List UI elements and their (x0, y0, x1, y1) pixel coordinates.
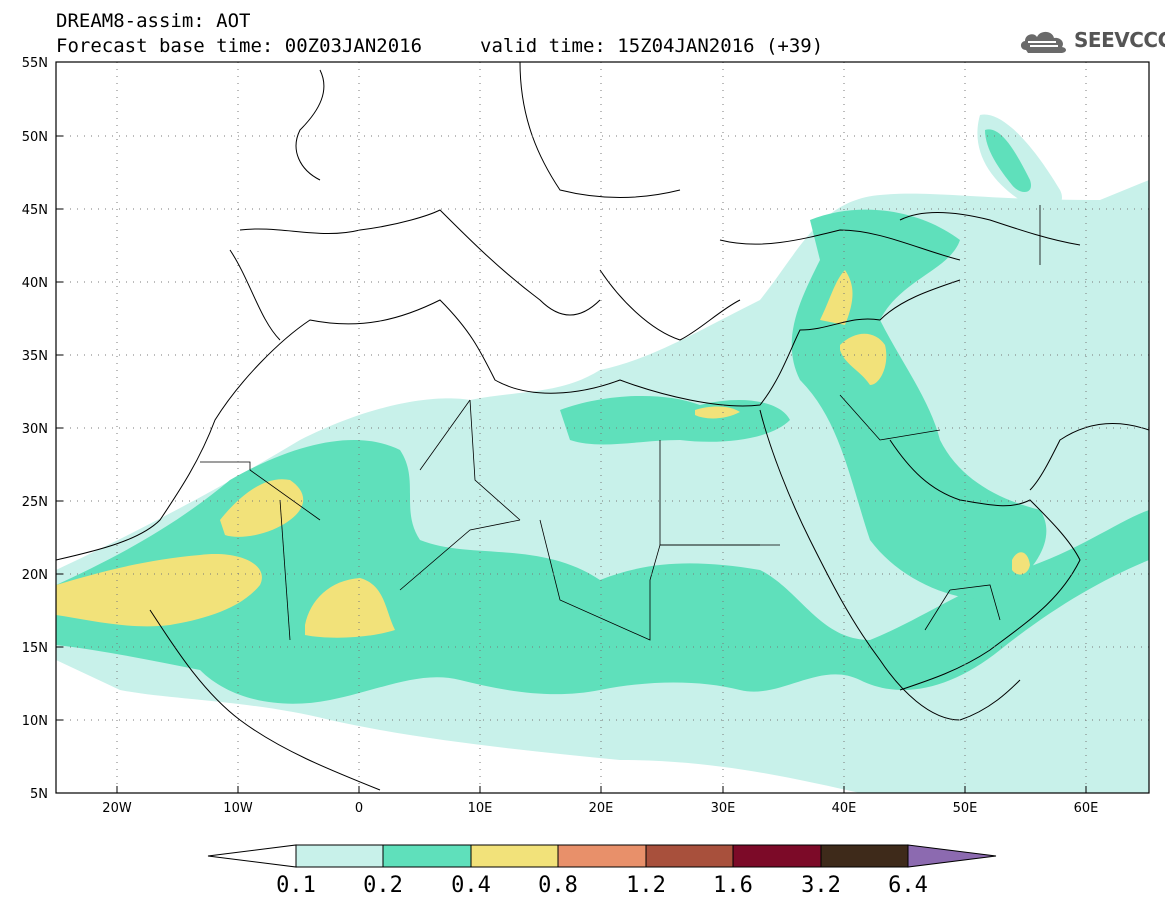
lat-label: 40N (22, 276, 48, 291)
aot-band-mid-arabia (560, 395, 790, 445)
aot-field (56, 114, 1149, 793)
lat-label: 15N (22, 641, 48, 656)
lon-label: 20E (589, 801, 614, 816)
colorbar-segment (645, 844, 734, 868)
tick-marks (56, 61, 1087, 794)
lat-label: 10N (22, 714, 48, 729)
lat-label: 20N (22, 568, 48, 583)
aot-band-high-mali (305, 578, 395, 638)
aot-band-high-sahara (220, 479, 304, 537)
lon-label: 40E (832, 801, 857, 816)
aot-band-high-egypt (695, 406, 740, 419)
aot-band-high-oman (1012, 552, 1030, 575)
colorbar-segment (470, 844, 559, 868)
legend-label: 0.8 (538, 873, 578, 898)
legend-label: 1.2 (626, 873, 666, 898)
forecast-base-time: Forecast base time: 00Z03JAN2016 (56, 35, 423, 57)
legend-label: 0.4 (451, 873, 491, 898)
seevccc-logo: SEEVCCC (1018, 26, 1165, 54)
lon-label: 0 (355, 801, 363, 816)
lat-label: 25N (22, 495, 48, 510)
lat-label: 55N (22, 56, 48, 71)
lon-label: 20W (102, 801, 132, 816)
colorbar-segment (295, 844, 384, 868)
lat-label: 45N (22, 203, 48, 218)
coastlines (56, 62, 1149, 791)
aot-band-high-west (56, 554, 262, 627)
colorbar-high-arrow (907, 844, 997, 868)
legend-label: 0.1 (276, 873, 316, 898)
lon-label: 60E (1074, 801, 1099, 816)
aot-band-mid (56, 440, 1149, 704)
valid-time: valid time: 15Z04JAN2016 (+39) (480, 35, 824, 57)
lon-label: 10W (223, 801, 253, 816)
aot-band-high-iraq (820, 270, 887, 385)
graticule (56, 62, 1149, 793)
cloud-icon (1020, 31, 1067, 53)
colorbar-segment (557, 844, 647, 868)
lat-label: 35N (22, 349, 48, 364)
legend-label: 3.2 (801, 873, 841, 898)
country-borders (200, 205, 1041, 641)
colorbar-segment (732, 844, 822, 868)
lat-labels: 55N 50N 45N 40N 35N 30N 25N 20N 15N 10N … (22, 56, 48, 802)
aot-band-mid-east (791, 209, 1047, 600)
lat-label: 50N (22, 130, 48, 145)
colorbar: 0.1 0.2 0.4 0.8 1.2 1.6 3.2 6.4 (207, 844, 997, 898)
lon-label: 50E (953, 801, 978, 816)
lon-labels: 20W 10W 0 10E 20E 30E 40E 50E 60E (102, 801, 1098, 816)
legend-label: 6.4 (888, 873, 928, 898)
lat-label: 30N (22, 422, 48, 437)
aot-band-low (56, 180, 1149, 793)
legend-label: 0.2 (363, 873, 403, 898)
legend-label: 1.6 (713, 873, 753, 898)
colorbar-segment (382, 844, 472, 868)
colorbar-low-arrow (207, 844, 297, 868)
lon-label: 10E (468, 801, 493, 816)
lat-label: 5N (30, 787, 48, 802)
colorbar-segment (820, 844, 909, 868)
lon-label: 30E (711, 801, 736, 816)
logo-text: SEEVCCC (1074, 28, 1165, 52)
aot-band-mid-north (985, 129, 1031, 192)
chart-title: DREAM8-assim: AOT (56, 10, 251, 32)
